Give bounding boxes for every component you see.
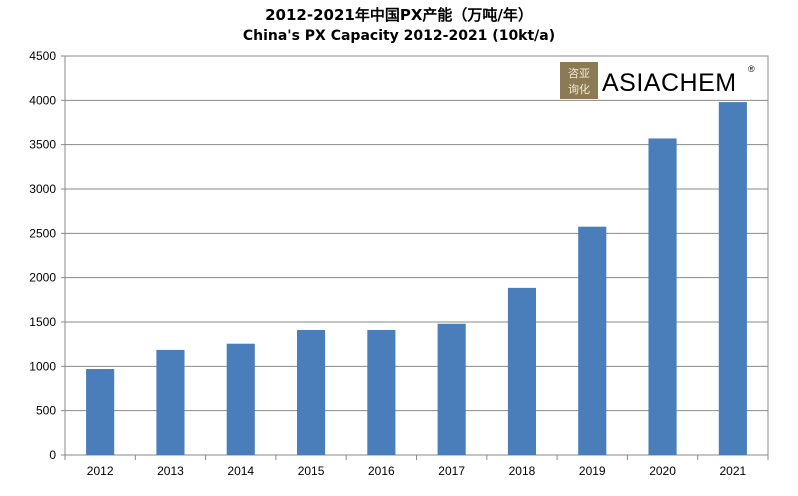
- bar-2020: [648, 138, 677, 455]
- chart-title: 2012-2021年中国PX产能（万吨/年）: [265, 6, 533, 24]
- bar-2021: [718, 102, 747, 456]
- x-tick-label: 2016: [368, 464, 395, 478]
- bar-2018: [507, 287, 537, 455]
- bar-2019: [578, 226, 607, 455]
- y-tick-label: 0: [49, 448, 56, 462]
- x-tick-label: 2013: [157, 464, 184, 478]
- logo-seal: [560, 62, 598, 99]
- y-tick-label: 3500: [29, 138, 56, 152]
- x-tick-label: 2021: [719, 464, 746, 478]
- logo-registered-mark: ®: [748, 64, 755, 74]
- x-tick-label: 2015: [298, 464, 325, 478]
- y-tick-label: 2000: [29, 271, 56, 285]
- y-tick-label: 3000: [29, 182, 56, 196]
- y-tick-label: 2500: [29, 226, 56, 240]
- x-tick-label: 2012: [87, 464, 114, 478]
- bar-2013: [156, 349, 185, 455]
- bar-2016: [367, 329, 396, 455]
- x-tick-label: 2017: [438, 464, 465, 478]
- x-tick-label: 2018: [509, 464, 536, 478]
- bar-2015: [296, 329, 326, 455]
- bars: [86, 102, 747, 456]
- x-axis-ticks: 2012 2013 2014 2015 2016 2017 2018 2019 2020 2021: [64, 455, 769, 478]
- logo-text: ASIACHEM: [602, 69, 737, 97]
- y-axis-ticks: 0 500 1000 1500 2000 2500 3000 3500 4000 4500: [29, 49, 65, 462]
- asiachem-logo: 咨亚 询化 ASIACHEM ®: [560, 62, 755, 99]
- y-tick-label: 500: [36, 404, 56, 418]
- bar-2012: [86, 368, 115, 455]
- y-tick-label: 1000: [29, 359, 56, 373]
- logo-seal-text-top: 咨亚: [568, 66, 590, 80]
- bar-2017: [437, 323, 466, 455]
- logo-seal-text-bottom: 询化: [568, 82, 590, 96]
- chart-subtitle: China's PX Capacity 2012-2021 (10kt/a): [243, 28, 555, 44]
- x-tick-label: 2019: [579, 464, 606, 478]
- y-tick-label: 4000: [29, 93, 56, 107]
- y-tick-label: 4500: [29, 49, 56, 63]
- bar-2014: [226, 343, 255, 455]
- x-tick-label: 2020: [649, 464, 676, 478]
- x-tick-label: 2014: [227, 464, 254, 478]
- y-tick-label: 1500: [29, 315, 56, 329]
